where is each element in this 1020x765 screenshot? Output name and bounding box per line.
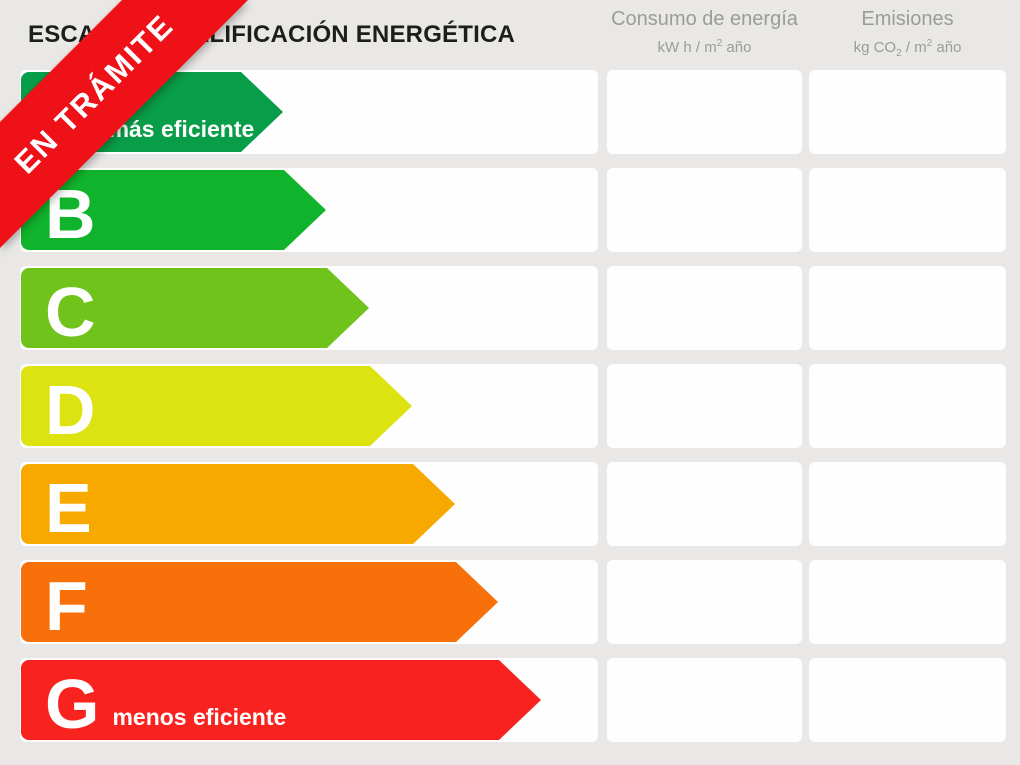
consumption-value-cell [607, 70, 802, 154]
rating-arrow: D [21, 366, 412, 446]
rating-letter: C [45, 273, 96, 351]
rating-row: C [0, 266, 1020, 350]
consumption-value-cell [607, 658, 802, 742]
rating-letter: B [45, 175, 96, 253]
rating-letter: F [45, 567, 88, 645]
emissions-value-cell [809, 364, 1006, 448]
page-title: ESCALA DE CALIFICACIÓN ENERGÉTICA [28, 21, 516, 48]
emissions-value-cell [809, 70, 1006, 154]
rating-row: A más eficiente [0, 70, 1020, 154]
consumption-value-cell [607, 462, 802, 546]
emissions-value-cell [809, 168, 1006, 252]
efficiency-note: más eficiente [108, 116, 255, 142]
rating-row: D [0, 364, 1020, 448]
consumption-column-title: Consumo de energía [611, 8, 798, 30]
rating-arrow: C [21, 268, 369, 348]
consumption-value-cell [607, 560, 802, 644]
efficiency-note: menos eficiente [112, 704, 287, 730]
emissions-value-cell [809, 266, 1006, 350]
rating-row: E [0, 462, 1020, 546]
rating-arrow: F [21, 562, 498, 642]
consumption-column-unit: kW h / m2 año [657, 38, 752, 56]
consumption-value-cell [607, 266, 802, 350]
rating-arrow: E [21, 464, 455, 544]
rating-row: G menos eficiente [0, 658, 1020, 742]
emissions-value-cell [809, 560, 1006, 644]
consumption-column-header: Consumo de energía kW h / m2 año [607, 8, 802, 56]
rating-row: B [0, 168, 1020, 252]
emissions-column-title: Emisiones [861, 8, 954, 30]
rating-arrow: G menos eficiente [21, 660, 541, 740]
consumption-value-cell [607, 364, 802, 448]
rating-letter: G [45, 665, 100, 743]
emissions-column-header: Emisiones kg CO2 / m2 año [809, 8, 1006, 59]
rating-letter: E [45, 469, 92, 547]
rating-arrow: A más eficiente [21, 72, 283, 152]
emissions-column-unit: kg CO2 / m2 año [853, 38, 962, 59]
rating-letter: A [45, 77, 96, 155]
rating-row: F [0, 560, 1020, 644]
emissions-value-cell [809, 462, 1006, 546]
rating-letter: D [45, 371, 96, 449]
rating-arrow: B [21, 170, 326, 250]
consumption-value-cell [607, 168, 802, 252]
emissions-value-cell [809, 658, 1006, 742]
